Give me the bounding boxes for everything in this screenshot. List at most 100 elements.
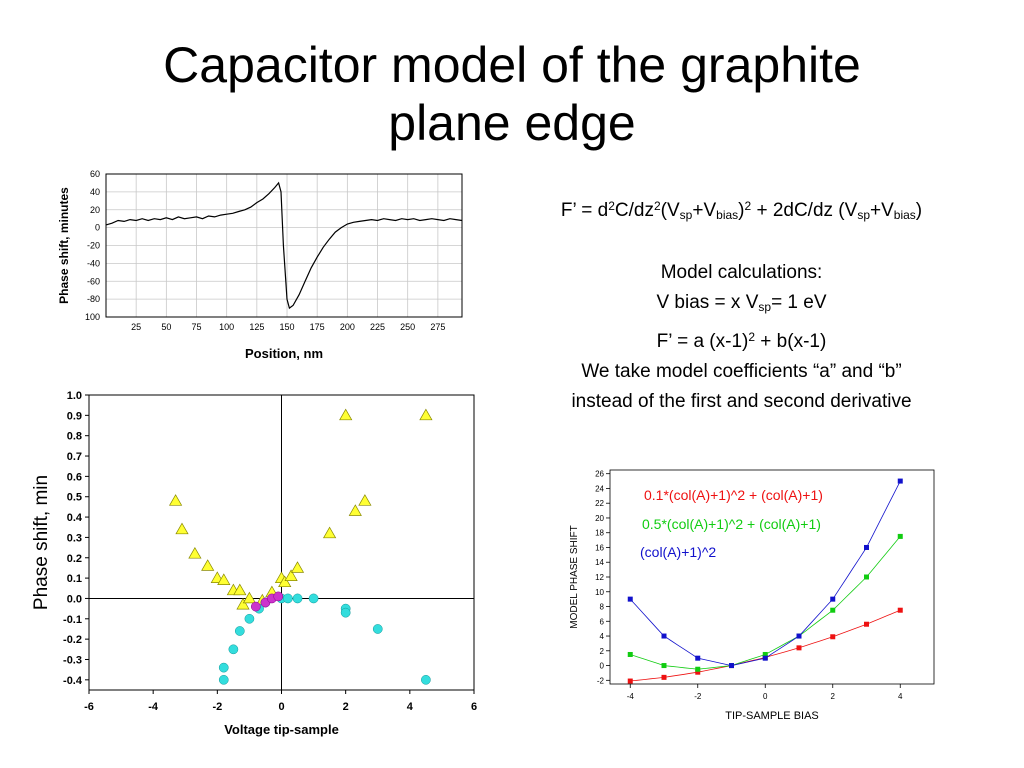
y-tick-label: 0.7 xyxy=(67,451,82,463)
x-axis-label: TIP-SAMPLE BIAS xyxy=(725,710,819,722)
eq-part: (V xyxy=(660,200,680,221)
model-point xyxy=(695,666,701,672)
eq-sup: 2 xyxy=(653,199,661,213)
triangle-point xyxy=(175,522,189,535)
model-point xyxy=(627,651,633,657)
x-tick-label: 125 xyxy=(249,322,264,332)
eq-part: ) xyxy=(738,200,745,221)
slide-title-line-2: plane edge xyxy=(388,95,636,151)
eq-sub: sp xyxy=(679,208,693,222)
phase-profile-line xyxy=(105,181,463,310)
y-tick-label: 18 xyxy=(595,529,604,538)
cyan-point xyxy=(308,593,319,604)
y-tick-label: -0.1 xyxy=(63,614,82,626)
y-tick-label: -2 xyxy=(597,676,605,685)
triangle-point xyxy=(236,597,250,610)
legend-entry: 0.1*(col(A)+1)^2 + (col(A)+1) xyxy=(644,487,823,503)
magenta-point xyxy=(250,601,261,612)
vbias-sub: sp xyxy=(758,300,772,314)
x-tick-label: -4 xyxy=(148,701,159,713)
y-tick-label: -40 xyxy=(87,258,100,268)
fmodel-part: + b(x-1) xyxy=(755,331,827,352)
slide-title: Capacitor model of the graphite plane ed… xyxy=(0,36,1024,154)
legend-entry: (col(A)+1)^2 xyxy=(640,544,716,560)
x-tick-label: -6 xyxy=(84,701,94,713)
model-series-line xyxy=(630,609,901,682)
x-tick-label: 250 xyxy=(400,322,415,332)
vbias-part: V bias = x V xyxy=(656,292,759,313)
model-point xyxy=(864,544,869,550)
x-tick-label: 2 xyxy=(831,692,836,701)
capacitor-force-equation: F’ = d2C/dz2(Vsp+Vbias)2 + 2dC/dz (Vsp+V… xyxy=(484,194,999,227)
x-tick-label: 25 xyxy=(131,322,141,332)
y-tick-label: 0.8 xyxy=(67,431,82,443)
eq-part: ) xyxy=(915,200,923,221)
y-tick-label: 0.6 xyxy=(67,471,82,483)
model-point xyxy=(796,633,802,639)
y-tick-label: 8 xyxy=(600,603,605,612)
y-tick-label: -20 xyxy=(87,241,100,251)
eq-part: +V xyxy=(692,200,717,221)
model-point xyxy=(830,607,836,613)
cyan-point xyxy=(421,674,431,685)
triangle-point xyxy=(339,408,353,421)
y-tick-label: 0 xyxy=(95,223,100,233)
model-point xyxy=(627,596,633,602)
y-axis-label: Phase shift, minutes xyxy=(57,187,71,304)
model-point xyxy=(897,607,903,613)
x-tick-label: 275 xyxy=(430,322,445,332)
x-tick-label: 6 xyxy=(471,701,477,713)
y-tick-label: 0.4 xyxy=(67,512,83,524)
model-point xyxy=(661,674,667,680)
x-tick-label: -4 xyxy=(627,692,635,701)
legend-entry: 0.5*(col(A)+1)^2 + (col(A)+1) xyxy=(642,516,821,532)
y-tick-label: -80 xyxy=(87,294,100,304)
triangle-point xyxy=(188,546,202,559)
model-point xyxy=(796,645,802,651)
y-tick-label: 22 xyxy=(595,499,604,508)
x-tick-label: 0 xyxy=(278,701,284,713)
y-tick-label: 10 xyxy=(595,588,604,597)
y-tick-label: 14 xyxy=(595,558,604,567)
cyan-point xyxy=(340,607,351,618)
cyan-point xyxy=(218,674,229,685)
y-tick-label: 6 xyxy=(600,617,605,626)
note-line-1: We take model coefficients “a” and “b” xyxy=(581,361,902,382)
x-tick-label: 75 xyxy=(192,322,202,332)
model-point xyxy=(830,596,836,602)
triangle-point xyxy=(358,494,372,506)
y-tick-label: -60 xyxy=(87,276,100,286)
model-calculation-chart: -4 -2 0 2 4-2024681012141618202224260.1*(col… xyxy=(569,469,935,722)
y-tick-label: 1.0 xyxy=(67,390,82,402)
x-tick-label: 0 xyxy=(763,692,768,701)
model-point xyxy=(762,655,768,661)
triangle-point xyxy=(168,494,183,506)
model-point xyxy=(864,574,869,580)
triangle-point xyxy=(348,504,362,516)
plot-frame xyxy=(105,173,463,318)
y-tick-label: 0.3 xyxy=(67,532,82,544)
model-point xyxy=(864,621,869,627)
eq-sup: 2 xyxy=(744,199,752,213)
eq-sub: bias xyxy=(893,208,916,222)
cyan-point xyxy=(372,624,383,634)
y-tick-label: 20 xyxy=(90,205,100,215)
eq-sub: sp xyxy=(857,208,870,222)
y-tick-label: 16 xyxy=(595,543,604,552)
y-tick-label: 0.9 xyxy=(67,410,82,422)
cyan-point xyxy=(218,662,229,673)
x-tick-label: 4 xyxy=(407,701,414,713)
x-tick-label: 150 xyxy=(280,322,295,332)
fmodel-line: F’ = a (x-1)2 + b(x-1) xyxy=(484,322,999,357)
model-point xyxy=(729,663,734,669)
x-tick-label: 4 xyxy=(898,692,903,701)
fmodel-part: F’ = a (x-1) xyxy=(656,331,749,352)
x-tick-label: 175 xyxy=(310,322,325,332)
triangle-point xyxy=(284,569,298,581)
model-point xyxy=(695,669,701,675)
eq-part: +V xyxy=(870,200,894,221)
y-tick-label: 4 xyxy=(600,632,605,641)
fmodel-sup: 2 xyxy=(748,330,756,344)
model-point xyxy=(830,634,836,640)
y-tick-label: 40 xyxy=(90,187,100,197)
